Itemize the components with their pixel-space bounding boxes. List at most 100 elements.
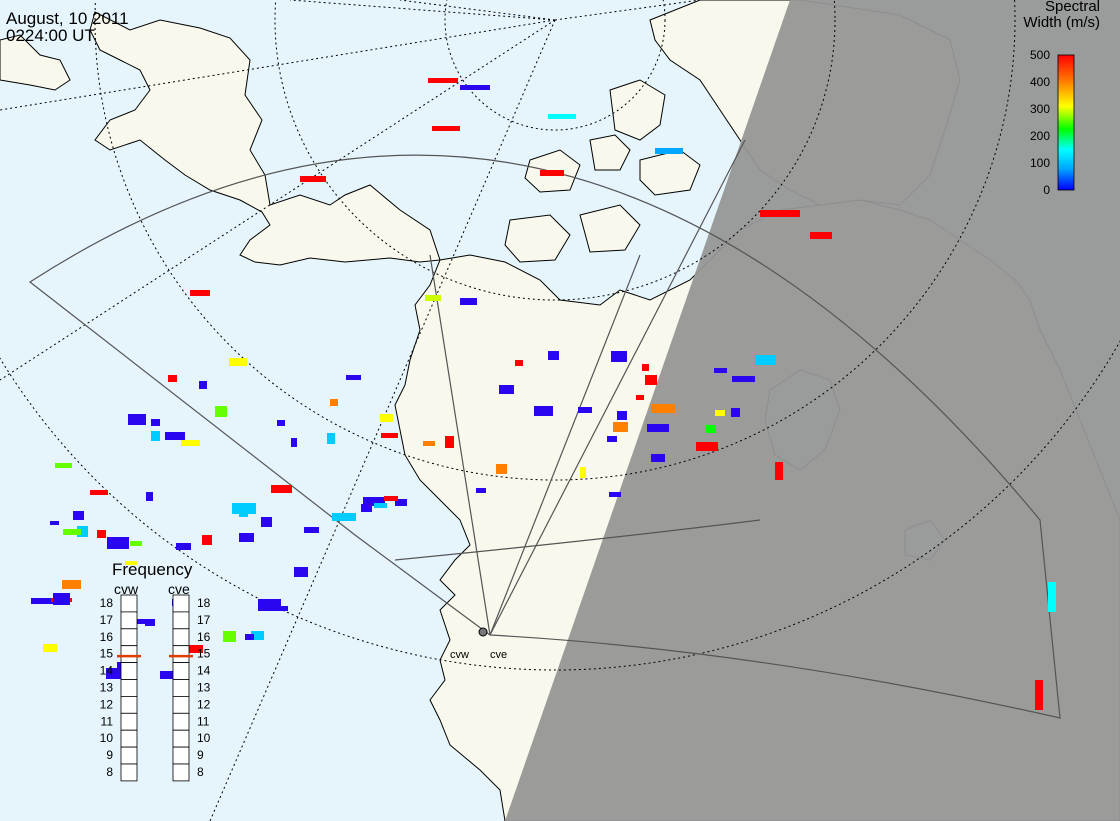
freq-tick-left: 12: [100, 697, 114, 711]
freq-tick-right: 12: [197, 697, 211, 711]
echo-cell: [160, 671, 177, 679]
echo-cell: [168, 375, 177, 382]
echo-cell: [130, 541, 142, 546]
echo-cell: [580, 467, 586, 478]
echo-cell: [496, 464, 507, 474]
freq-tick-right: 13: [197, 681, 211, 695]
colorbar-ticks: 500 400 300 200 100 0: [1030, 48, 1050, 197]
freq-label-cve: cve: [168, 581, 190, 597]
frequency-boxes: 18 18 17 17 16 16 15 15 14 14 13 13 12 12 11 11 10 10 9 9 8 8: [100, 594, 211, 782]
frequency-cell: [172, 696, 190, 714]
night-terminator-shade: [505, 0, 1120, 821]
freq-tick-right: 18: [197, 596, 211, 610]
echo-cell: [617, 411, 627, 420]
echo-cell: [130, 619, 150, 624]
echo-cell: [714, 368, 727, 373]
echo-cell: [31, 598, 53, 604]
frequency-cell: [172, 729, 190, 748]
frequency-cell: [120, 628, 138, 647]
echo-cell: [460, 85, 490, 90]
colorbar-gradient: [1057, 54, 1075, 191]
freq-tick-left: 15: [100, 647, 114, 661]
echo-cell: [445, 436, 454, 448]
frequency-cell: [120, 594, 138, 613]
frequency-cell: [120, 729, 138, 748]
echo-cell: [423, 441, 435, 446]
echo-cell: [609, 492, 621, 497]
freq-tick-right: 10: [197, 731, 211, 745]
echo-cell: [647, 424, 669, 432]
freq-tick-right: 15: [197, 647, 211, 661]
frequency-cell: [172, 662, 190, 680]
colorbar-tick-label: 0: [1043, 183, 1050, 197]
echo-cell: [304, 527, 319, 533]
frequency-cell: [120, 712, 138, 731]
colorbar-tick-label: 400: [1030, 75, 1050, 89]
frequency-column-cvw: [120, 594, 138, 782]
echo-cell: [534, 406, 553, 416]
radar-site-marker: [478, 627, 488, 637]
echo-cell: [696, 442, 718, 451]
arctic-island-3: [589, 134, 631, 171]
colorbar-title-line2: Width (m/s): [1023, 14, 1100, 31]
echo-cell: [223, 631, 236, 642]
echo-cell: [731, 408, 740, 417]
echo-cell: [215, 406, 227, 417]
echo-cell: [636, 395, 644, 400]
radar-site-label-cvw: cvw: [450, 649, 469, 661]
echo-cell: [327, 433, 335, 444]
echo-cell: [229, 358, 247, 366]
echo-cell: [97, 530, 106, 538]
echo-cell: [775, 462, 783, 480]
echo-cell: [291, 438, 297, 447]
frequency-column-cve: [172, 594, 190, 782]
freq-tick-left: 9: [106, 748, 113, 762]
echo-cell: [548, 114, 576, 119]
echo-cell: [63, 529, 81, 535]
frequency-cell: [120, 611, 138, 630]
echo-cell: [425, 295, 441, 301]
date-label: August, 10 2011: [6, 9, 129, 28]
spectral-width-colorbar: 500 400 300 200 100 0: [1030, 48, 1075, 197]
echo-cell: [151, 431, 160, 441]
echo-cell: [165, 432, 185, 440]
echo-cell: [190, 290, 210, 296]
echo-cell: [432, 126, 460, 131]
frequency-cell: [172, 594, 190, 613]
echo-cell: [655, 148, 683, 154]
frequency-title: Frequency: [112, 560, 193, 579]
frequency-cell: [172, 611, 190, 630]
echo-cell: [106, 668, 127, 679]
echo-cell: [613, 422, 628, 432]
echo-cell: [176, 543, 191, 550]
echo-cell: [515, 360, 523, 366]
radar-fov-outline: [28, 139, 1061, 719]
echo-cell: [476, 488, 486, 493]
echo-cell: [361, 504, 372, 512]
echo-cell: [330, 399, 338, 406]
echo-cell: [715, 410, 725, 416]
radar-sites: cvw cve: [450, 627, 507, 661]
echo-cell: [181, 440, 200, 446]
echo-cell: [611, 351, 627, 362]
echo-cell: [232, 503, 256, 514]
echo-cell: [245, 634, 254, 640]
echo-cell: [55, 463, 72, 468]
echo-cell: [645, 375, 657, 385]
echo-cell: [810, 232, 832, 239]
frequency-cell: [120, 696, 138, 714]
echo-cell: [755, 355, 776, 365]
freq-tick-left: 14: [100, 664, 114, 678]
frequency-cell: [172, 763, 190, 782]
echo-cell: [651, 404, 675, 413]
echo-cell: [346, 375, 361, 380]
echo-cell: [651, 454, 665, 462]
freq-tick-right: 17: [197, 613, 211, 627]
echo-cell: [760, 210, 800, 217]
echo-cell: [300, 176, 326, 182]
scatter-cells: [31, 78, 1056, 710]
echo-cell: [294, 567, 308, 577]
colorbar-tick-label: 300: [1030, 102, 1050, 116]
